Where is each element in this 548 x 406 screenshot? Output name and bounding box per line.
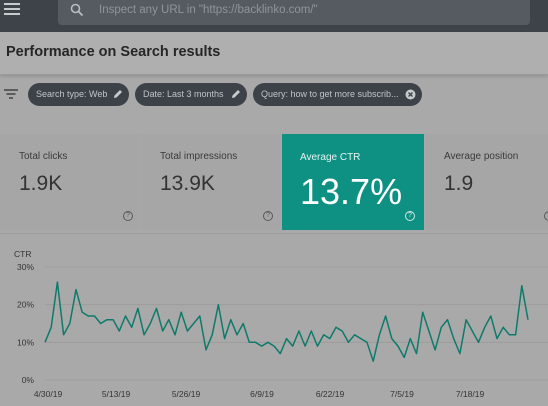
filter-chip-label: Query: how to get more subscrib... — [261, 89, 399, 99]
help-icon[interactable]: ? — [263, 211, 273, 221]
metric-value: 1.9 — [444, 172, 474, 195]
title-bar: Performance on Search results — [0, 32, 548, 75]
hamburger-menu-icon[interactable] — [4, 3, 20, 15]
metric-label: Average position — [444, 151, 519, 162]
metric-total-impressions[interactable]: Total impressions 13.9K ? — [141, 134, 281, 230]
divider — [0, 233, 548, 234]
metric-label: Total clicks — [19, 151, 68, 162]
metric-label: Total impressions — [160, 151, 238, 162]
filter-chip-search-type[interactable]: Search type: Web — [28, 83, 129, 106]
ctr-series-line — [44, 281, 529, 362]
filter-chip-label: Date: Last 3 months — [143, 89, 224, 99]
y-tick-label: 0% — [22, 375, 35, 385]
help-icon[interactable]: ? — [405, 211, 415, 221]
x-tick-label: 6/22/19 — [316, 389, 345, 399]
filter-chip-query[interactable]: Query: how to get more subscrib... — [253, 83, 422, 106]
metric-average-ctr[interactable]: Average CTR 13.7% ? — [282, 134, 424, 230]
metric-value: 13.7% — [300, 171, 403, 212]
filter-chip-date[interactable]: Date: Last 3 months — [135, 83, 247, 106]
x-tick-label: 5/26/19 — [172, 389, 201, 399]
search-icon — [70, 3, 84, 17]
metric-label: Average CTR — [300, 152, 361, 163]
y-tick-label: 20% — [17, 300, 34, 310]
page-title: Performance on Search results — [6, 44, 221, 60]
x-tick-label: 7/18/19 — [456, 389, 485, 399]
metric-average-position[interactable]: Average position 1.9 ? — [425, 134, 548, 230]
y-tick-label: 10% — [17, 337, 34, 347]
metric-value: 1.9K — [19, 172, 63, 195]
filter-icon[interactable] — [4, 89, 18, 99]
x-tick-label: 6/9/19 — [250, 389, 274, 399]
y-axis-label: CTR — [14, 249, 31, 259]
filter-chip-label: Search type: Web — [36, 89, 108, 99]
x-tick-label: 4/30/19 — [34, 389, 63, 399]
search-input[interactable]: Inspect any URL in "https://backlinko.co… — [99, 4, 318, 16]
metrics-row: Total clicks 1.9K ? Total impressions 13… — [0, 134, 548, 230]
help-icon[interactable]: ? — [544, 211, 548, 221]
close-circle-icon[interactable] — [405, 89, 416, 100]
pencil-icon[interactable] — [113, 89, 123, 99]
pencil-icon[interactable] — [231, 89, 241, 99]
ctr-line-chart[interactable]: CTR 0% 10% 20% 30% 4/30/19 5/13/19 5/26/19 6/9/1… — [0, 234, 548, 406]
top-bar: Inspect any URL in "https://backlinko.co… — [0, 0, 548, 32]
x-tick-label: 5/13/19 — [102, 389, 131, 399]
x-tick-label: 7/5/19 — [390, 389, 414, 399]
help-icon[interactable]: ? — [123, 211, 133, 221]
y-tick-label: 30% — [17, 262, 34, 272]
url-inspect-search[interactable]: Inspect any URL in "https://backlinko.co… — [58, 0, 530, 25]
metric-total-clicks[interactable]: Total clicks 1.9K ? — [0, 134, 140, 230]
metric-value: 13.9K — [160, 172, 215, 195]
